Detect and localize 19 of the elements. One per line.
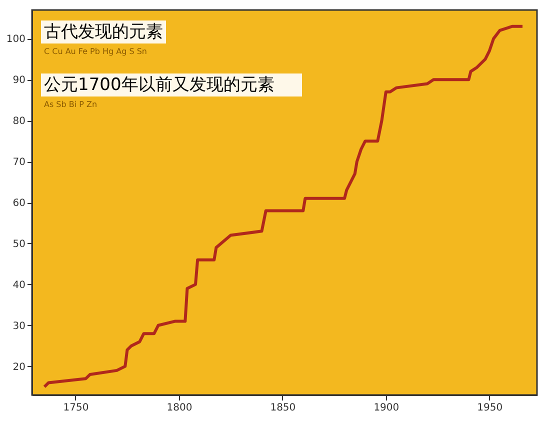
x-tick-label: 1950 <box>477 402 503 414</box>
y-tick-label: 60 <box>12 198 26 209</box>
x-tick-label: 1800 <box>166 402 192 414</box>
y-tick-label: 50 <box>12 238 26 250</box>
x-tick-label: 1750 <box>63 402 89 414</box>
y-tick-label: 70 <box>12 157 26 168</box>
y-tick-label: 40 <box>12 280 26 291</box>
annotation: 公元1700年以前又发现的元素 <box>44 75 274 95</box>
annotation: C Cu Au Fe Pb Hg Ag S Sn <box>44 47 147 56</box>
x-tick-label: 1850 <box>270 402 296 414</box>
line-series <box>42 24 524 388</box>
annotation: 古代发现的元素 <box>44 22 163 42</box>
y-tick-label: 20 <box>12 362 26 373</box>
y-tick-label: 80 <box>12 116 26 128</box>
x-tick-label: 1900 <box>374 402 400 414</box>
y-tick-label: 90 <box>12 75 26 86</box>
annotation: As Sb Bi P Zn <box>44 100 98 109</box>
y-tick-label: 30 <box>12 320 26 332</box>
y-tick-label: 100 <box>6 34 26 46</box>
